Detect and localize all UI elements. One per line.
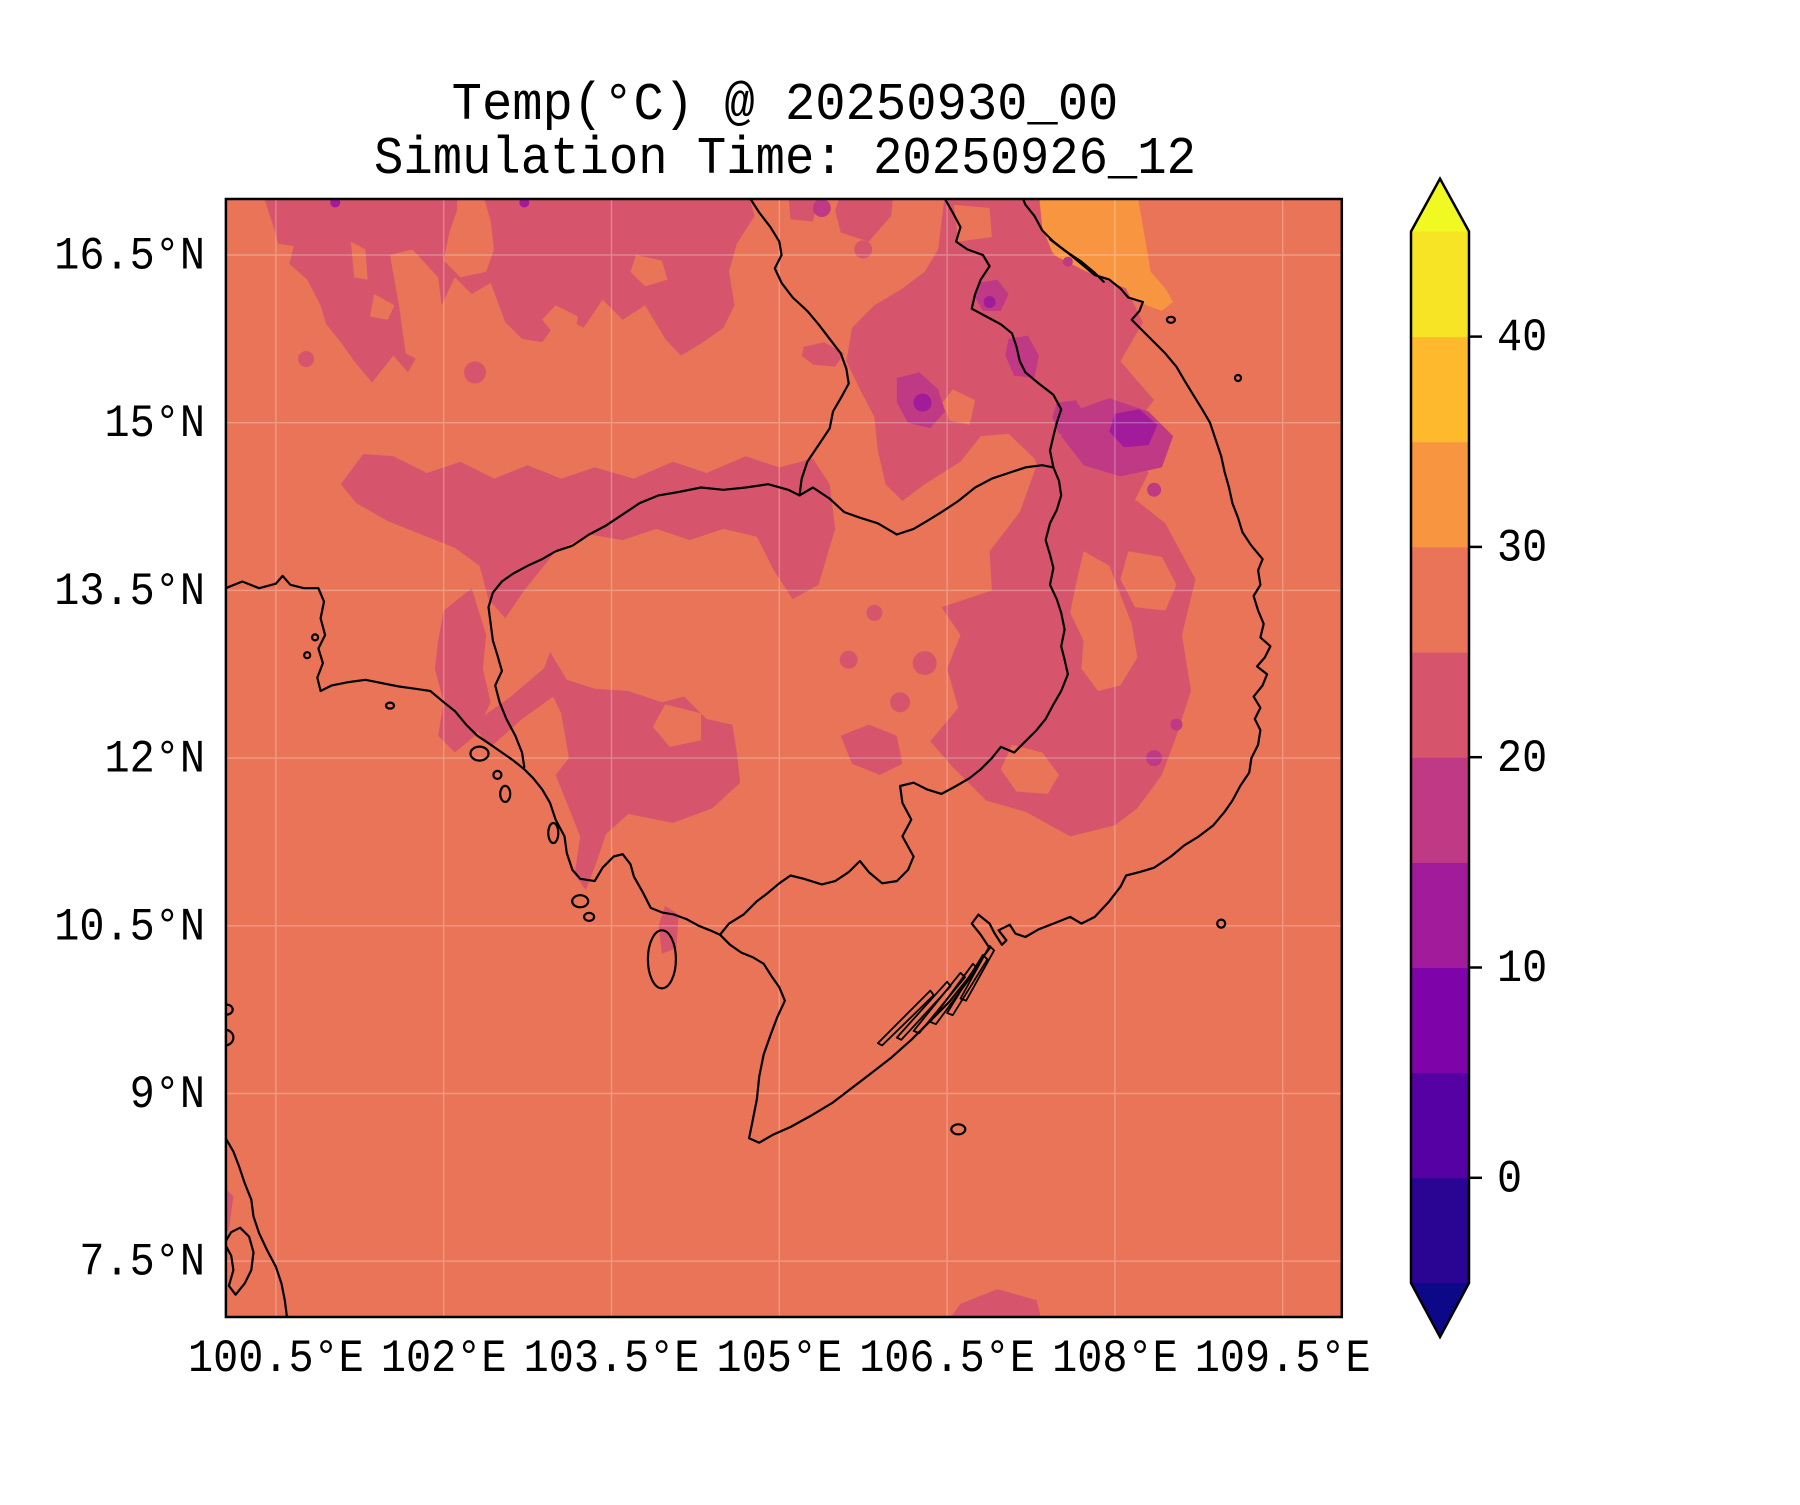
svg-text:Temp(°C) @ 20250930_00: Temp(°C) @ 20250930_00 <box>452 75 1119 135</box>
svg-text:15°N: 15°N <box>105 398 206 451</box>
svg-text:105°E: 105°E <box>717 1333 843 1386</box>
svg-text:0: 0 <box>1497 1153 1522 1206</box>
svg-text:7.5°N: 7.5°N <box>79 1237 205 1290</box>
svg-text:12°N: 12°N <box>105 734 206 787</box>
svg-text:100.5°E: 100.5°E <box>188 1333 364 1386</box>
svg-text:103.5°E: 103.5°E <box>524 1333 700 1386</box>
svg-text:Simulation Time: 20250926_12: Simulation Time: 20250926_12 <box>374 129 1196 189</box>
svg-text:30: 30 <box>1497 522 1547 575</box>
svg-text:10: 10 <box>1497 943 1547 996</box>
svg-text:108°E: 108°E <box>1052 1333 1178 1386</box>
svg-text:10.5°N: 10.5°N <box>54 901 205 954</box>
svg-text:9°N: 9°N <box>130 1069 205 1122</box>
svg-text:20: 20 <box>1497 733 1547 786</box>
svg-text:16.5°N: 16.5°N <box>54 231 205 284</box>
svg-text:40: 40 <box>1497 312 1547 365</box>
svg-text:13.5°N: 13.5°N <box>54 566 205 619</box>
svg-text:109.5°E: 109.5°E <box>1195 1333 1371 1386</box>
svg-text:102°E: 102°E <box>381 1333 507 1386</box>
svg-text:106.5°E: 106.5°E <box>859 1333 1035 1386</box>
